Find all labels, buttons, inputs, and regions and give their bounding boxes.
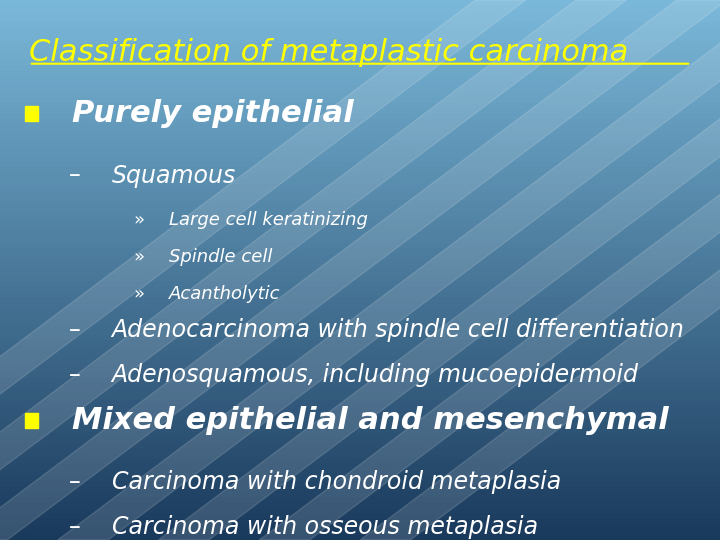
Polygon shape	[158, 0, 720, 540]
Polygon shape	[0, 0, 626, 540]
Text: »: »	[133, 285, 144, 303]
Text: »: »	[133, 211, 144, 230]
Polygon shape	[360, 0, 720, 540]
Text: »: »	[133, 248, 144, 266]
Text: Squamous: Squamous	[112, 164, 236, 187]
Text: –: –	[68, 470, 80, 494]
FancyBboxPatch shape	[25, 106, 38, 121]
Text: Adenosquamous, including mucoepidermoid: Adenosquamous, including mucoepidermoid	[112, 363, 639, 387]
Text: Purely epithelial: Purely epithelial	[72, 99, 354, 128]
Text: Acantholytic: Acantholytic	[169, 285, 281, 303]
Text: Carcinoma with chondroid metaplasia: Carcinoma with chondroid metaplasia	[112, 470, 561, 494]
Polygon shape	[0, 0, 526, 540]
Polygon shape	[259, 0, 720, 540]
Text: –: –	[68, 319, 80, 342]
Polygon shape	[58, 0, 720, 540]
Text: –: –	[68, 164, 80, 187]
Text: Mixed epithelial and mesenchymal: Mixed epithelial and mesenchymal	[72, 406, 669, 435]
Text: Carcinoma with osseous metaplasia: Carcinoma with osseous metaplasia	[112, 515, 538, 539]
Text: Classification of metaplastic carcinoma: Classification of metaplastic carcinoma	[29, 38, 628, 67]
Text: Large cell keratinizing: Large cell keratinizing	[169, 211, 368, 230]
Text: –: –	[68, 363, 80, 387]
FancyBboxPatch shape	[25, 413, 38, 428]
Text: Adenocarcinoma with spindle cell differentiation: Adenocarcinoma with spindle cell differe…	[112, 319, 685, 342]
Text: –: –	[68, 515, 80, 539]
Text: Spindle cell: Spindle cell	[169, 248, 273, 266]
